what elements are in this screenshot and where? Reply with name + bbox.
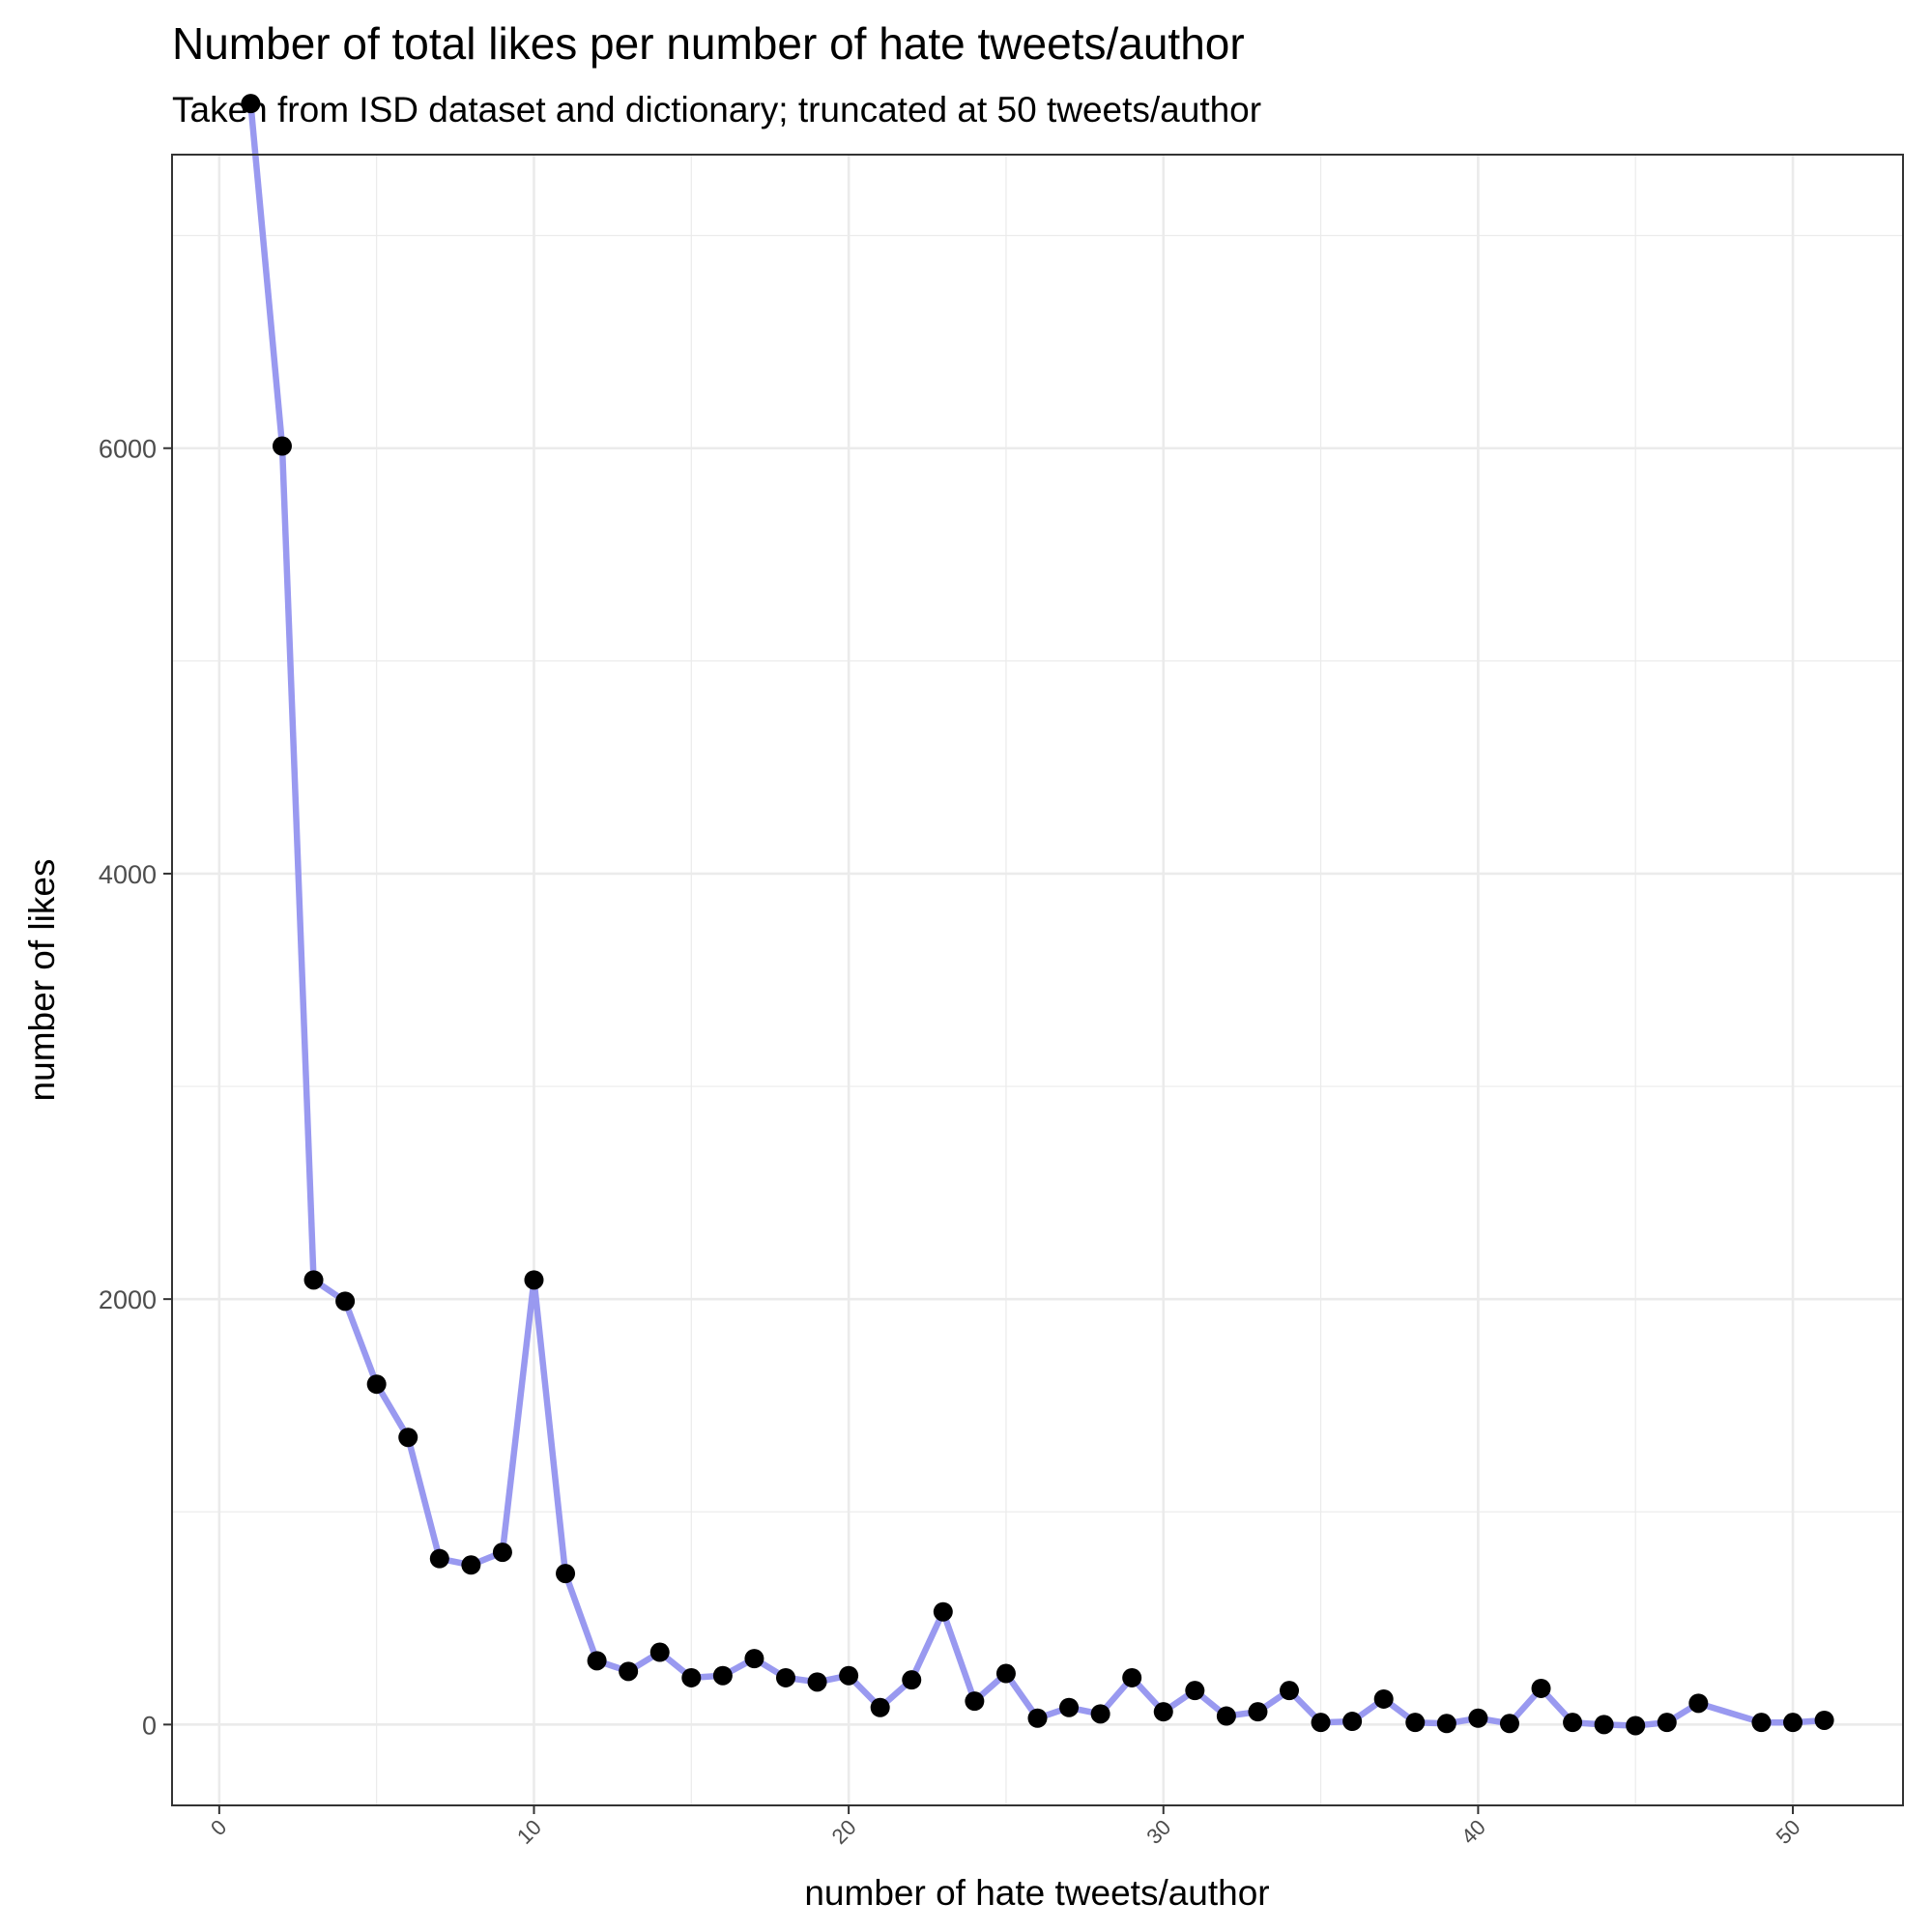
data-point (335, 1291, 356, 1312)
data-point (1436, 1714, 1456, 1734)
data-point (712, 1665, 733, 1686)
data-point (1122, 1667, 1142, 1687)
data-point (492, 1543, 512, 1563)
data-point (775, 1667, 795, 1687)
data-point (1090, 1704, 1110, 1724)
data-point (1185, 1681, 1205, 1701)
data-point (1373, 1688, 1394, 1709)
data-point (1814, 1710, 1834, 1730)
data-point (461, 1555, 481, 1575)
data-point (1563, 1713, 1583, 1733)
data-point (303, 1270, 324, 1290)
data-point (429, 1548, 449, 1569)
data-point (839, 1665, 859, 1686)
y-tick-label: 0 (142, 1711, 157, 1740)
data-point (524, 1270, 544, 1290)
y-tick-label: 4000 (99, 860, 157, 889)
chart-title: Number of total likes per number of hate… (172, 18, 1245, 69)
data-point (807, 1672, 827, 1692)
y-axis: 0 2000 4000 6000 (99, 435, 172, 1740)
data-point (933, 1601, 953, 1622)
x-tick-label: 30 (1141, 1815, 1175, 1849)
x-axis-title: number of hate tweets/author (804, 1873, 1269, 1913)
data-point (1751, 1713, 1772, 1733)
data-point (1280, 1681, 1300, 1701)
data-point (556, 1564, 576, 1584)
minor-gridlines (172, 155, 1903, 1805)
y-tick-label: 2000 (99, 1285, 157, 1314)
data-point (1059, 1697, 1080, 1717)
data-point (1153, 1702, 1173, 1722)
y-axis-title: number of likes (22, 859, 62, 1102)
data-point (1311, 1713, 1331, 1733)
data-point (1783, 1713, 1803, 1733)
major-gridlines (172, 155, 1903, 1805)
x-tick-label: 20 (827, 1815, 861, 1849)
data-point (965, 1691, 985, 1712)
data-point (1531, 1678, 1551, 1698)
data-point (398, 1427, 418, 1448)
data-point (1626, 1716, 1646, 1736)
data-point (1688, 1693, 1709, 1714)
plot-border (171, 154, 1904, 1806)
data-point (681, 1667, 702, 1687)
x-tick-label: 50 (1772, 1815, 1805, 1849)
data-point (902, 1670, 922, 1690)
data-point (1342, 1712, 1363, 1732)
data-point (649, 1642, 670, 1662)
data-point (272, 436, 292, 456)
plot-background (172, 155, 1903, 1805)
x-tick-label: 40 (1456, 1815, 1490, 1849)
data-point (744, 1649, 764, 1669)
data-points (241, 94, 1834, 1736)
data-point (1216, 1706, 1236, 1726)
data-point (1248, 1702, 1268, 1722)
data-point (1027, 1708, 1048, 1728)
y-tick-label: 6000 (99, 435, 157, 464)
data-point (1468, 1708, 1488, 1728)
data-point (1657, 1713, 1677, 1733)
data-point (241, 94, 261, 114)
x-tick-label: 10 (512, 1815, 546, 1849)
data-point (1594, 1715, 1614, 1735)
data-point (366, 1374, 387, 1395)
x-tick-label: 0 (206, 1815, 231, 1840)
data-point (870, 1697, 890, 1717)
x-axis: 0 10 20 30 40 50 (206, 1805, 1805, 1849)
data-point (1405, 1713, 1426, 1733)
data-point (995, 1663, 1016, 1684)
data-point (587, 1651, 607, 1671)
chart-subtitle: Taken from ISD dataset and dictionary; t… (172, 90, 1261, 130)
data-point (619, 1661, 639, 1682)
data-point (1499, 1714, 1519, 1734)
